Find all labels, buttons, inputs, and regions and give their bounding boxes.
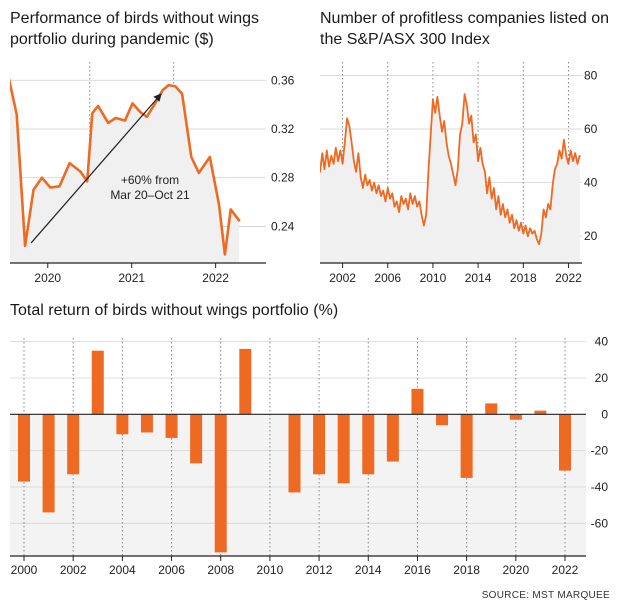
series-area-fill [320,94,580,263]
series-line [320,93,581,246]
bar-2009 [239,348,252,415]
y-tick-label: 0 [601,407,608,421]
total-return-bar-chart: 40 20 0 -20 -40 -60 2000 2002 2004 2006 2008 2010 20… [10,335,609,577]
bar-2018 [460,414,473,478]
annotation-line2: Mar 20–Oct 21 [110,188,190,202]
y-tick-label: 0.36 [271,73,295,87]
x-tick-label: 2002 [329,271,356,285]
bar-2003 [91,350,104,415]
y-tick-label: 0.28 [271,171,295,185]
series-area-fill [10,83,240,263]
x-tick-label: 2022 [202,271,229,285]
x-tick-label: 2006 [374,271,401,285]
y-tick-label: -40 [591,480,609,494]
bar-2011 [288,414,301,493]
x-tick-label: 2022 [552,563,579,577]
profitless-companies-chart: 20 40 60 80 2002 2006 2010 2014 2018 2022 [320,62,598,285]
bar-2007 [190,414,203,464]
y-tick-label: 20 [584,229,598,243]
x-tick-label: 2010 [257,563,284,577]
bar-2013 [337,414,350,484]
pandemic-performance-chart: 0.24 0.28 0.32 0.36 2020 2021 2022 +60% fromMar… [10,62,295,285]
x-tick-label: 2020 [34,271,61,285]
x-tick-label: 2022 [555,271,582,285]
bar-2001 [42,414,55,513]
y-tick-label: 40 [584,176,598,190]
y-tick-label: 40 [595,335,609,349]
x-tick-label: 2016 [404,563,431,577]
bar-2016 [411,388,424,415]
growth-arrow [30,93,162,244]
bar-2008 [214,414,227,553]
x-tick-label: 2018 [453,563,480,577]
y-tick-label: 0.24 [271,219,295,233]
bar-2015 [386,414,399,462]
chart3-title: Total return of birds without wings port… [10,302,339,319]
bar-2020 [509,414,522,420]
y-tick-label: 0.32 [271,122,295,136]
x-tick-label: 2000 [11,563,38,577]
bar-2012 [313,414,326,475]
bar-2002 [67,414,80,475]
series-line [10,77,241,256]
x-tick-label: 2012 [306,563,333,577]
x-tick-label: 2006 [158,563,185,577]
x-tick-label: 2010 [420,271,447,285]
bar-2004 [116,414,129,435]
bar-2006 [165,414,178,438]
source-note: SOURCE: MST MARQUEE [481,590,610,601]
annotation-line1: +60% from [121,173,179,187]
x-tick-label: 2014 [355,563,382,577]
x-tick-label: 2004 [109,563,136,577]
y-tick-label: 60 [584,122,598,136]
bar-2005 [140,414,153,433]
bar-2017 [436,414,449,426]
bar-2019 [485,403,498,415]
chart2-title: Number of profitless companies listed on… [320,10,610,48]
bar-2021 [534,410,547,415]
y-tick-label: 20 [595,371,609,385]
x-tick-label: 2021 [118,271,145,285]
x-tick-label: 2002 [60,563,87,577]
x-tick-label: 2020 [502,563,529,577]
x-tick-label: 2018 [510,271,537,285]
bar-2022 [559,414,571,471]
x-tick-label: 2014 [465,271,492,285]
y-tick-label: -20 [591,444,609,458]
bar-2000 [18,414,30,482]
chart1-title: Performance of birds without wings portf… [10,10,259,48]
y-tick-label: 80 [584,68,598,82]
bar-2014 [362,414,375,475]
x-tick-label: 2008 [207,563,234,577]
y-tick-label: -60 [591,516,609,530]
